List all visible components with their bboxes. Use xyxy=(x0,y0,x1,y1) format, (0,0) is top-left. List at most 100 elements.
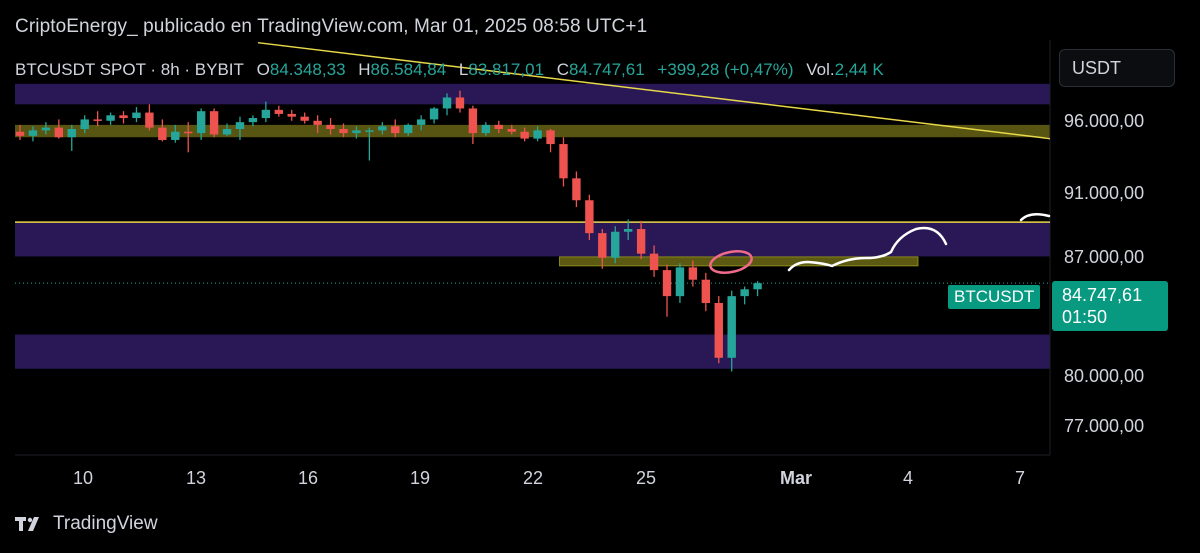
date-tick-label: 25 xyxy=(635,468,657,488)
candle-body xyxy=(235,122,245,129)
candle-body xyxy=(572,178,581,201)
candle-body xyxy=(455,97,465,109)
candle-body xyxy=(54,127,64,138)
candle-body xyxy=(727,296,736,358)
candle-body xyxy=(740,289,749,297)
bar-countdown: 01:50 xyxy=(1062,307,1108,327)
date-tick-label: 13 xyxy=(185,468,207,488)
candle-body xyxy=(429,108,439,120)
date-tick-label: 19 xyxy=(409,468,431,488)
candle-body xyxy=(507,129,516,132)
candle-body xyxy=(585,200,594,234)
tradingview-logo-icon xyxy=(15,517,39,531)
candle-body xyxy=(520,131,529,139)
price-tick-label: 80.000,00 xyxy=(1064,366,1145,386)
candle-body xyxy=(132,112,141,119)
candle-body xyxy=(184,131,193,134)
range-zone xyxy=(15,222,1050,257)
ohlc-legend: BTCUSDT SPOT · 8h · BYBIT O84.348,33 H86… xyxy=(15,60,884,80)
high-label: H xyxy=(358,60,371,79)
high-value: 86.584,84 xyxy=(370,60,447,79)
candle-body xyxy=(391,126,400,134)
projection-path-right xyxy=(1019,212,1051,222)
candle-body xyxy=(598,233,607,258)
candle-body xyxy=(442,97,452,109)
candle-body xyxy=(261,109,271,119)
candle-body xyxy=(352,130,361,134)
close-value: 84.747,61 xyxy=(569,60,645,79)
lines-layer xyxy=(15,41,1051,284)
candle-body xyxy=(41,127,51,131)
projection-path xyxy=(787,226,948,272)
candle-body xyxy=(106,115,115,121)
low-label: L xyxy=(458,60,469,79)
candle-body xyxy=(675,267,685,297)
candle-body xyxy=(623,229,633,232)
candle-body xyxy=(365,130,374,132)
date-tick-label: 10 xyxy=(72,468,94,488)
tradingview-brand[interactable]: TradingView xyxy=(15,513,158,535)
change-value: +399,28 (+0,47%) xyxy=(657,60,794,79)
candle-body xyxy=(313,120,322,125)
candle-body xyxy=(248,118,258,123)
symbol-price-tag: BTCUSDT xyxy=(948,285,1041,309)
candle-body xyxy=(339,129,348,134)
candle-body xyxy=(222,129,232,135)
candle-body xyxy=(274,109,283,114)
price-tick-label: 96.000,00 xyxy=(1064,111,1145,131)
candle-body xyxy=(753,283,762,290)
candle-body xyxy=(416,119,426,125)
candle-body xyxy=(714,302,723,358)
candle-body xyxy=(378,126,387,131)
candle-body xyxy=(468,108,478,134)
candle-body xyxy=(171,131,180,140)
candle-body xyxy=(80,119,89,129)
price-tick-label: 87.000,00 xyxy=(1064,247,1145,267)
candle-body xyxy=(209,111,219,135)
date-tick-label: 16 xyxy=(297,468,319,488)
date-tick-label: 4 xyxy=(902,468,914,488)
short-support-level xyxy=(559,256,919,267)
candle-body xyxy=(28,130,38,136)
symbol-line[interactable]: BTCUSDT SPOT · 8h · BYBIT xyxy=(15,60,244,79)
date-tick-label: Mar xyxy=(779,468,813,488)
candle-layer xyxy=(15,90,762,372)
candle-body xyxy=(300,116,309,121)
price-tick-label: 77.000,00 xyxy=(1064,416,1145,436)
low-value: 83.817,01 xyxy=(468,60,545,79)
last-price-value: 84.747,61 xyxy=(1062,285,1143,305)
candle-body xyxy=(145,112,154,128)
range-zone xyxy=(15,83,1050,105)
candle-body xyxy=(649,253,659,271)
support-zone xyxy=(15,124,1050,138)
candle-body xyxy=(533,130,542,139)
candle-body xyxy=(119,115,128,119)
candle-body xyxy=(67,129,76,138)
drawing-layer xyxy=(709,212,1051,274)
brand-label: TradingView xyxy=(53,513,158,534)
candle-body xyxy=(404,124,413,134)
candle-body xyxy=(158,127,167,140)
highlight-ellipse xyxy=(709,250,753,274)
date-tick-label: 7 xyxy=(1014,468,1026,488)
close-label: C xyxy=(556,60,570,79)
candle-body xyxy=(662,270,672,297)
candle-body xyxy=(611,231,620,258)
date-tick-label: 22 xyxy=(522,468,544,488)
trendline xyxy=(257,41,1051,140)
candle-body xyxy=(326,124,335,129)
candle-body xyxy=(559,144,568,179)
open-value: 84.348,33 xyxy=(269,60,346,79)
candle-body xyxy=(636,229,646,254)
price-tick-label: 91.000,00 xyxy=(1064,183,1145,203)
range-zone xyxy=(15,334,1050,369)
candle-body xyxy=(546,130,555,145)
candle-body xyxy=(287,113,296,117)
candle-body xyxy=(688,267,698,280)
volume-value: 2,44 K xyxy=(834,60,884,79)
currency-button[interactable]: USDT xyxy=(1059,49,1175,87)
zones-layer xyxy=(15,83,1050,369)
open-label: O xyxy=(256,60,270,79)
